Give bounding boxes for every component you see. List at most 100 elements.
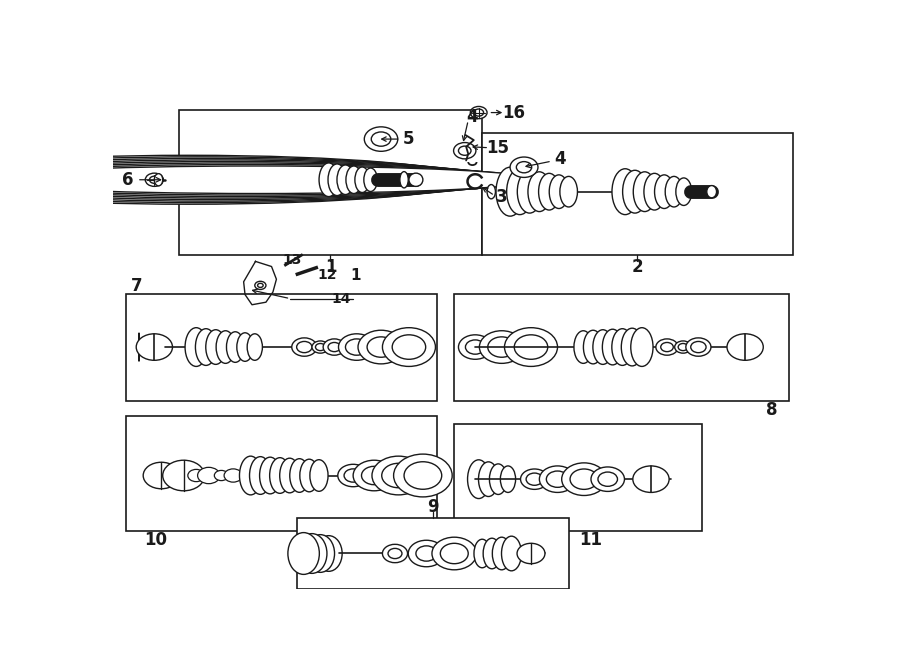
Text: 11: 11	[579, 531, 602, 549]
Ellipse shape	[574, 331, 593, 363]
Circle shape	[591, 467, 625, 491]
Circle shape	[372, 456, 425, 495]
Circle shape	[198, 467, 220, 484]
Ellipse shape	[315, 536, 342, 571]
Ellipse shape	[634, 172, 656, 212]
Circle shape	[539, 466, 576, 493]
Ellipse shape	[623, 170, 647, 213]
Circle shape	[323, 339, 346, 355]
Circle shape	[432, 537, 477, 570]
Ellipse shape	[631, 328, 653, 367]
Text: 8: 8	[766, 401, 778, 419]
Circle shape	[633, 466, 669, 493]
Ellipse shape	[507, 169, 533, 214]
Circle shape	[546, 471, 569, 487]
Circle shape	[416, 546, 436, 561]
Circle shape	[163, 460, 204, 491]
Ellipse shape	[195, 329, 217, 365]
Circle shape	[344, 469, 362, 482]
Circle shape	[338, 464, 368, 487]
Circle shape	[562, 463, 607, 495]
Ellipse shape	[612, 329, 633, 365]
Circle shape	[598, 472, 617, 487]
Text: 7: 7	[131, 277, 143, 295]
Circle shape	[465, 340, 485, 354]
Circle shape	[686, 338, 711, 356]
Ellipse shape	[239, 456, 262, 495]
Circle shape	[661, 342, 673, 352]
Text: 16: 16	[502, 103, 525, 122]
Circle shape	[145, 173, 164, 187]
Bar	[297, 518, 570, 589]
Text: 4: 4	[466, 107, 478, 126]
Ellipse shape	[280, 458, 300, 493]
Bar	[179, 110, 482, 256]
Circle shape	[328, 342, 340, 352]
Ellipse shape	[346, 166, 362, 193]
Text: 3: 3	[496, 188, 508, 206]
Ellipse shape	[654, 175, 674, 209]
Ellipse shape	[560, 176, 578, 207]
Circle shape	[675, 341, 691, 353]
Ellipse shape	[0, 160, 498, 200]
Ellipse shape	[270, 457, 290, 493]
Circle shape	[388, 548, 402, 559]
Ellipse shape	[0, 158, 488, 201]
Ellipse shape	[259, 457, 281, 494]
Circle shape	[520, 469, 548, 489]
Circle shape	[257, 283, 263, 287]
Circle shape	[505, 328, 557, 367]
Circle shape	[454, 142, 476, 159]
Circle shape	[526, 473, 543, 485]
Text: 15: 15	[486, 139, 509, 157]
Circle shape	[656, 339, 679, 355]
Ellipse shape	[487, 185, 495, 199]
Ellipse shape	[297, 534, 327, 573]
Ellipse shape	[490, 464, 507, 495]
Circle shape	[382, 463, 415, 488]
Circle shape	[473, 109, 483, 116]
Ellipse shape	[706, 185, 716, 198]
Circle shape	[297, 342, 312, 353]
Ellipse shape	[665, 176, 683, 207]
Circle shape	[143, 462, 179, 489]
Bar	[454, 293, 789, 401]
Text: 12: 12	[318, 268, 338, 282]
Ellipse shape	[593, 330, 613, 364]
Ellipse shape	[500, 466, 516, 493]
Circle shape	[346, 339, 368, 355]
Circle shape	[224, 469, 242, 482]
Circle shape	[480, 331, 524, 363]
Circle shape	[727, 334, 763, 360]
Text: 9: 9	[428, 498, 439, 516]
Ellipse shape	[355, 167, 370, 193]
Ellipse shape	[676, 178, 692, 205]
Circle shape	[312, 341, 328, 353]
Ellipse shape	[602, 329, 623, 365]
Ellipse shape	[337, 165, 354, 195]
Ellipse shape	[0, 164, 526, 195]
Ellipse shape	[479, 462, 499, 496]
Circle shape	[517, 162, 532, 173]
Circle shape	[255, 281, 266, 289]
Ellipse shape	[249, 457, 271, 495]
Circle shape	[188, 469, 204, 482]
Ellipse shape	[306, 535, 335, 573]
Circle shape	[679, 344, 688, 351]
Ellipse shape	[155, 173, 163, 186]
Ellipse shape	[300, 459, 319, 492]
Text: 1: 1	[325, 258, 337, 275]
Circle shape	[392, 335, 426, 359]
Ellipse shape	[528, 172, 551, 212]
Circle shape	[292, 338, 317, 356]
Bar	[454, 424, 702, 530]
Circle shape	[458, 335, 492, 359]
Circle shape	[570, 469, 598, 489]
Ellipse shape	[328, 164, 346, 195]
Ellipse shape	[621, 328, 643, 366]
Ellipse shape	[483, 538, 500, 569]
Circle shape	[214, 471, 229, 481]
Bar	[482, 133, 793, 256]
Ellipse shape	[501, 536, 521, 571]
Ellipse shape	[0, 163, 517, 197]
